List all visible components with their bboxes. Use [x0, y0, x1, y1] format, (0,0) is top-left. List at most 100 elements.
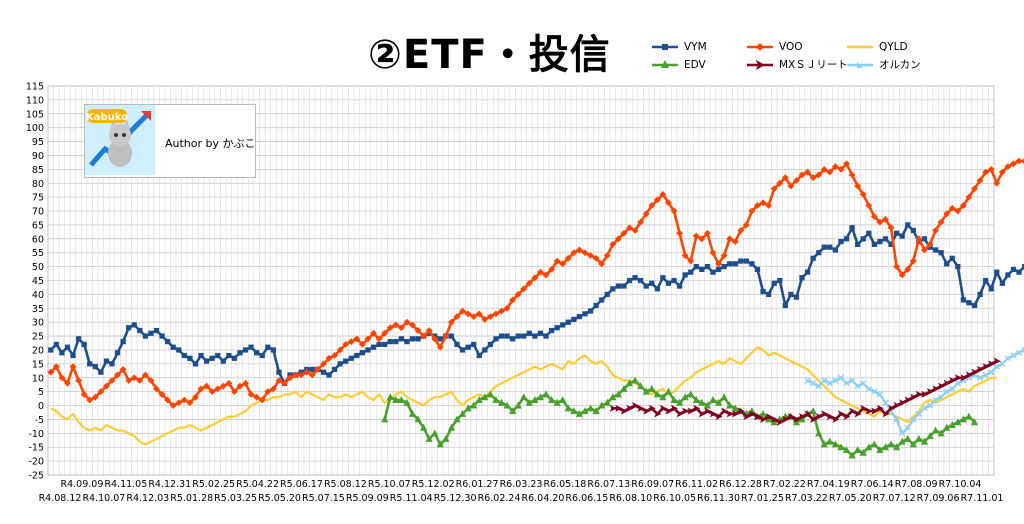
- x-tick-label: R7.06.14: [851, 479, 894, 490]
- data-point: [988, 360, 996, 368]
- data-point: [158, 391, 166, 398]
- data-point: [214, 385, 222, 393]
- data-point: [425, 434, 433, 442]
- data-point: [720, 252, 728, 259]
- data-point: [832, 377, 839, 384]
- data-point: [48, 347, 54, 353]
- data-point: [303, 368, 311, 376]
- x-tick-label: R6.08.10: [609, 493, 652, 504]
- data-point: [141, 371, 149, 379]
- x-tick-label: R6.05.18: [543, 479, 586, 490]
- data-point: [281, 379, 288, 387]
- data-point: [871, 241, 877, 247]
- data-point: [615, 404, 623, 412]
- data-point: [682, 407, 690, 415]
- data-point: [331, 352, 338, 359]
- data-point: [320, 369, 327, 375]
- data-point: [365, 347, 371, 353]
- y-tick-label: 40: [32, 290, 44, 301]
- data-point: [510, 336, 516, 342]
- data-point: [809, 407, 817, 415]
- data-point: [977, 291, 983, 297]
- data-point: [681, 252, 689, 259]
- data-point: [815, 413, 823, 421]
- data-point: [370, 344, 377, 350]
- data-point: [943, 423, 951, 431]
- data-point: [793, 294, 800, 300]
- data-point: [782, 302, 788, 309]
- series-line-MXＳＪリート: [612, 359, 998, 424]
- data-point: [749, 261, 755, 267]
- data-point: [632, 402, 640, 410]
- data-point: [948, 204, 956, 212]
- data-point: [614, 235, 622, 243]
- data-point: [137, 327, 143, 334]
- data-point: [559, 395, 567, 403]
- data-point: [164, 396, 172, 404]
- data-point: [549, 327, 555, 334]
- data-point: [842, 445, 851, 453]
- data-point: [408, 409, 417, 417]
- data-point: [103, 358, 110, 364]
- data-point: [932, 227, 939, 234]
- data-point: [943, 388, 950, 395]
- x-tick-label: R5.10.07: [368, 479, 411, 490]
- data-point: [810, 255, 816, 261]
- data-point: [582, 311, 588, 317]
- data-point: [904, 396, 912, 404]
- data-point: [314, 366, 322, 373]
- data-point: [109, 361, 115, 367]
- data-point: [960, 374, 968, 382]
- data-point: [442, 332, 450, 340]
- data-point: [777, 277, 783, 284]
- data-point: [492, 395, 500, 403]
- data-point: [676, 283, 683, 289]
- data-point: [354, 352, 360, 359]
- data-point: [520, 393, 528, 401]
- data-point: [553, 398, 561, 406]
- data-point: [932, 247, 939, 253]
- data-point: [97, 388, 105, 396]
- data-point: [899, 399, 907, 407]
- data-point: [921, 246, 928, 254]
- data-point: [53, 341, 59, 348]
- data-point: [91, 393, 99, 401]
- data-point: [192, 393, 199, 401]
- data-point: [87, 361, 93, 367]
- data-point: [382, 341, 388, 348]
- data-point: [387, 339, 393, 345]
- data-point: [1021, 349, 1024, 353]
- data-point: [247, 391, 255, 398]
- data-point: [887, 440, 895, 448]
- y-tick-label: 30: [32, 318, 44, 329]
- data-point: [197, 385, 205, 393]
- data-point: [904, 434, 912, 442]
- legend-swatch-icon: [847, 62, 873, 68]
- data-point: [882, 399, 889, 406]
- data-point: [893, 416, 900, 423]
- y-tick-label: 85: [32, 165, 44, 176]
- data-point: [955, 264, 961, 270]
- data-point: [359, 341, 366, 348]
- data-point: [325, 354, 333, 362]
- data-point: [653, 390, 661, 398]
- data-point: [142, 333, 148, 339]
- data-point: [437, 336, 443, 342]
- data-point: [765, 202, 773, 209]
- x-tick-label: R7.09.06: [917, 493, 960, 504]
- x-tick-label: R6.06.15: [565, 493, 608, 504]
- data-point: [787, 413, 795, 421]
- x-tick-label: R5.01.28: [170, 493, 213, 504]
- data-point: [843, 236, 850, 242]
- data-point: [742, 221, 750, 229]
- data-point: [226, 352, 232, 359]
- data-point: [170, 344, 176, 350]
- data-point: [481, 393, 489, 401]
- data-point: [670, 207, 678, 215]
- kabuko-logo-icon: Kabuko: [85, 105, 155, 175]
- data-point: [692, 232, 700, 240]
- data-point: [498, 307, 505, 315]
- data-point: [237, 350, 243, 356]
- data-point: [760, 289, 766, 295]
- x-tick-label: R5.09.09: [346, 493, 389, 504]
